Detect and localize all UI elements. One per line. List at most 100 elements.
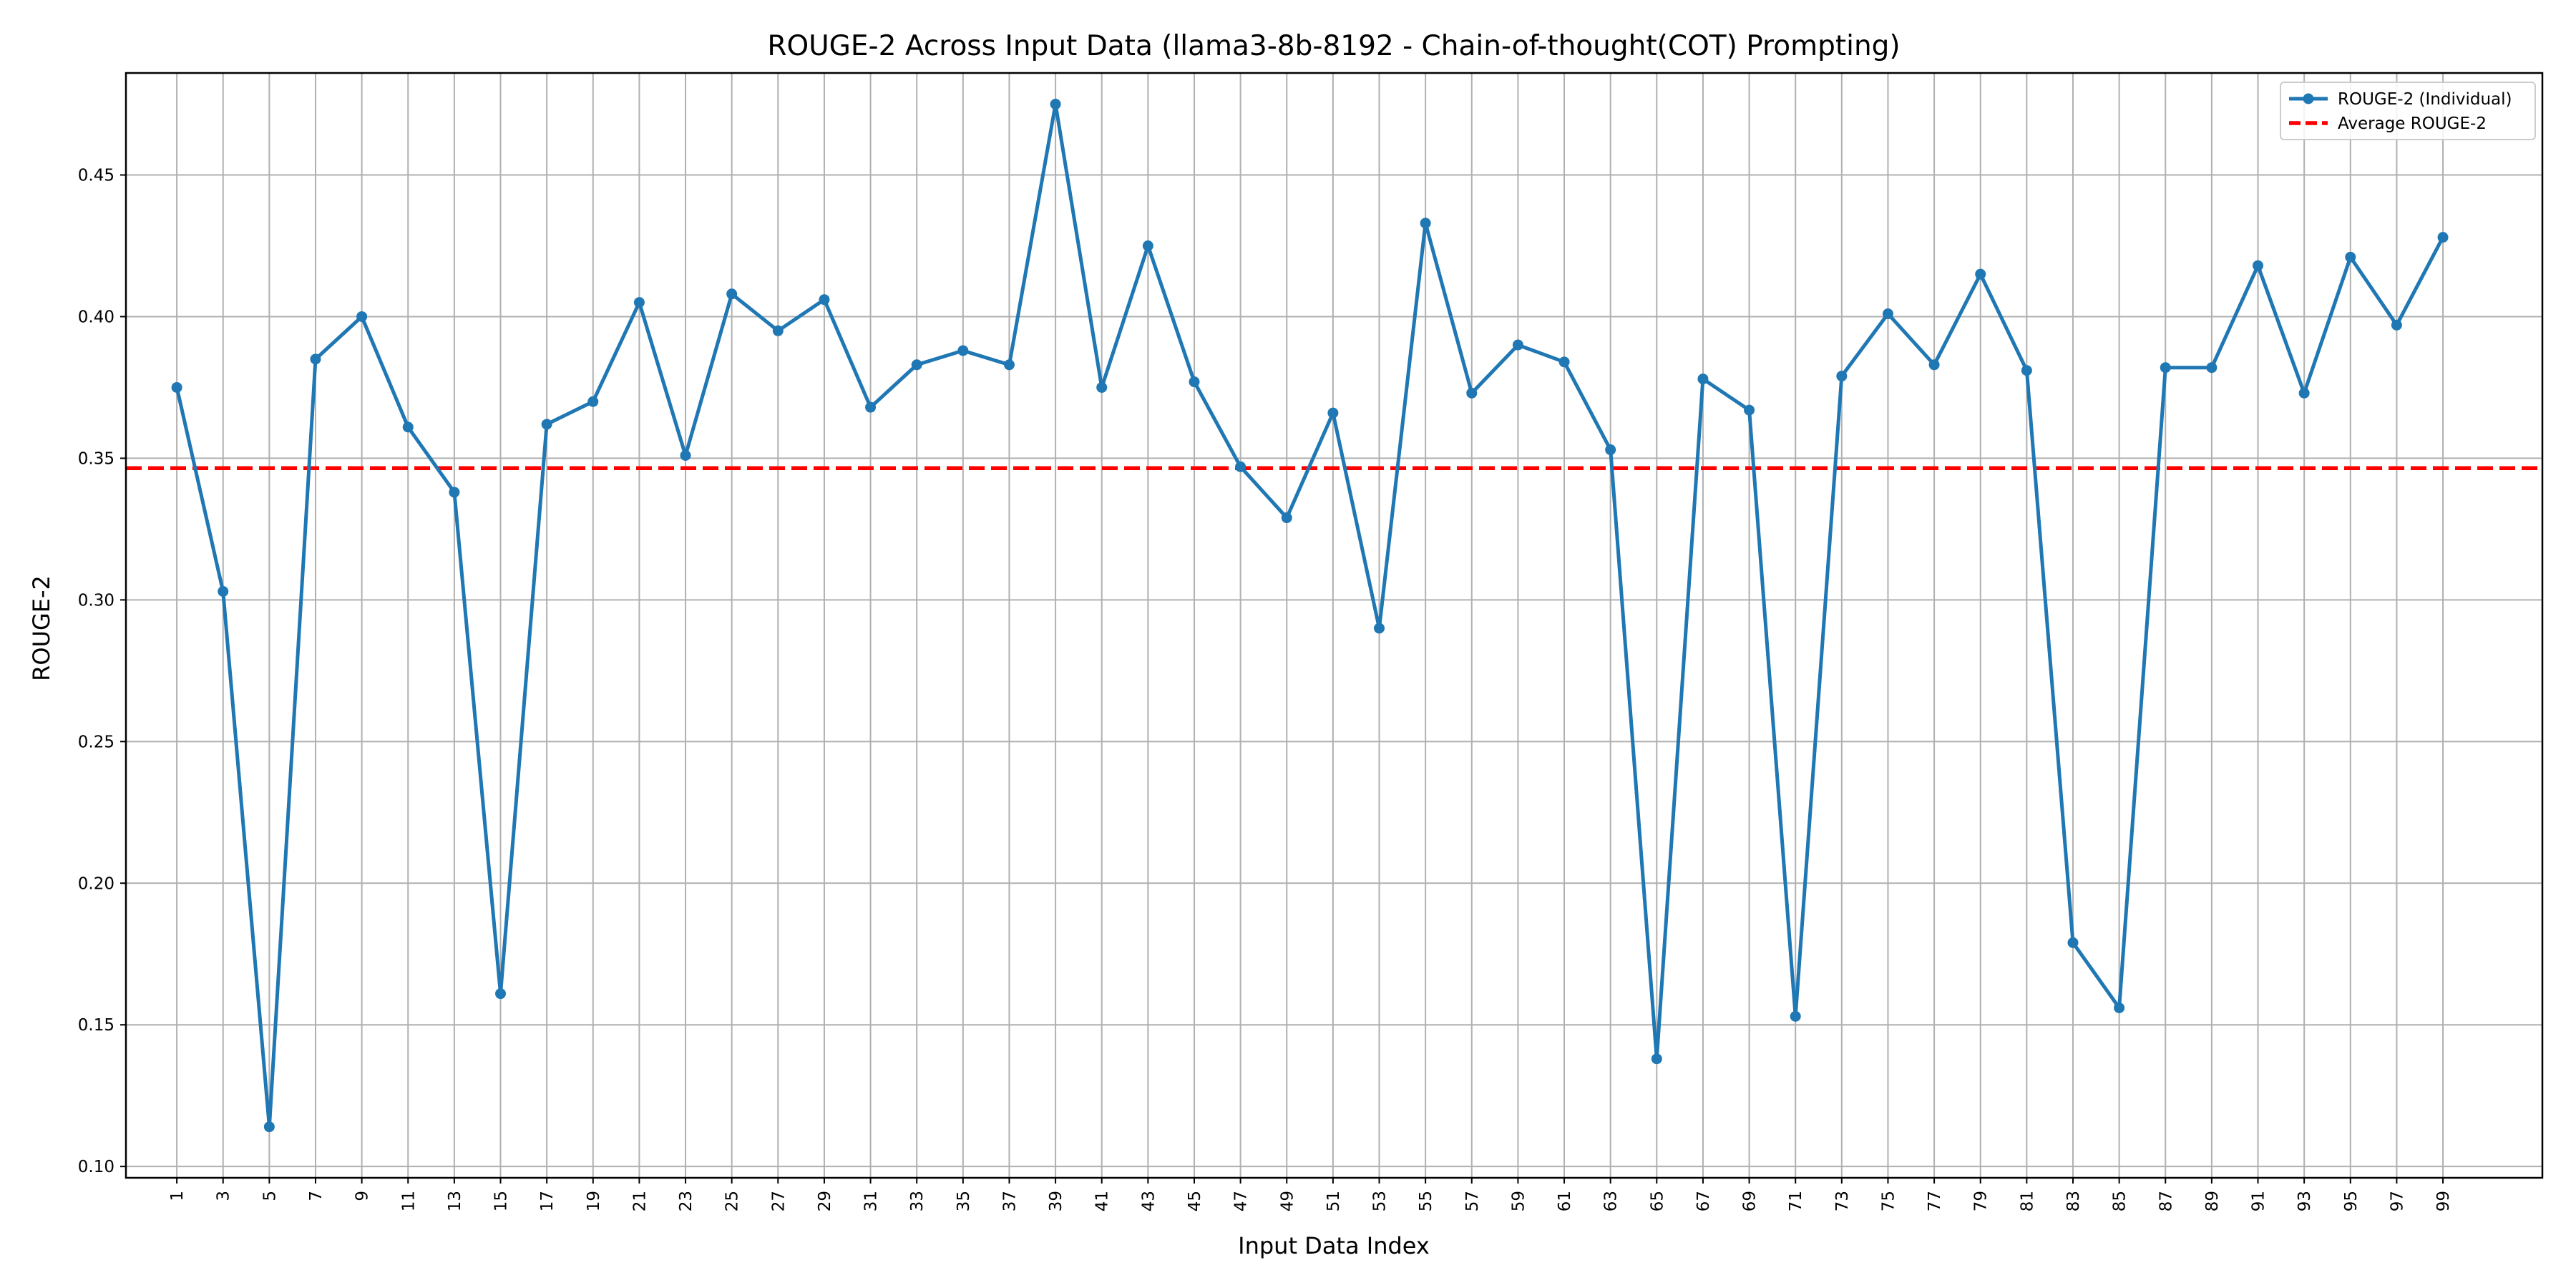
legend-box — [2280, 82, 2536, 140]
x-tick-label: 23 — [677, 1191, 696, 1211]
x-tick-label: 35 — [955, 1191, 973, 1211]
data-point — [2437, 232, 2449, 243]
y-tick-label: 0.30 — [78, 591, 114, 610]
y-tick-label: 0.15 — [78, 1016, 114, 1035]
data-point — [2391, 319, 2402, 331]
data-point — [1836, 371, 1848, 382]
x-tick-label: 1 — [168, 1191, 187, 1201]
x-tick-label: 21 — [630, 1191, 649, 1211]
legend-label-individual: ROUGE-2 (Individual) — [2338, 90, 2512, 109]
x-tick-label: 65 — [1648, 1191, 1667, 1211]
data-point — [1928, 359, 1940, 371]
data-point — [495, 988, 507, 1000]
data-point — [1050, 99, 1061, 110]
x-tick-label: 13 — [446, 1191, 464, 1211]
grid — [126, 73, 2542, 1178]
data-point — [1882, 308, 1893, 320]
data-point — [1420, 218, 1431, 229]
legend-label-average: Average ROUGE-2 — [2338, 114, 2487, 133]
data-point — [1790, 1010, 1801, 1022]
data-point — [1697, 374, 1709, 385]
x-tick-label: 7 — [307, 1191, 326, 1201]
series-line — [175, 102, 2445, 1129]
x-tick-label: 57 — [1463, 1191, 1482, 1211]
data-point — [819, 294, 830, 306]
x-tick-label: 27 — [769, 1191, 788, 1211]
tick-labels: 0.100.150.200.250.300.350.400.451 3 5 7 9 11 1… — [78, 167, 2453, 1212]
x-tick-label: 71 — [1787, 1191, 1805, 1211]
data-point — [2160, 362, 2171, 374]
x-axis-label: Input Data Index — [1238, 1232, 1430, 1259]
data-point — [1374, 623, 1385, 634]
data-point — [541, 419, 552, 430]
data-point — [2206, 362, 2218, 374]
x-tick-label: 19 — [585, 1191, 603, 1211]
x-tick-label: 67 — [1694, 1191, 1713, 1211]
x-tick-label: 25 — [723, 1191, 742, 1211]
data-point — [1512, 339, 1523, 351]
data-point — [726, 288, 738, 300]
x-tick-label: 11 — [399, 1191, 418, 1211]
legend-marker-individual — [2303, 93, 2314, 104]
x-tick-label: 17 — [538, 1191, 557, 1211]
data-point — [1744, 404, 1755, 416]
data-point — [2021, 365, 2032, 376]
x-tick-label: 31 — [862, 1191, 881, 1211]
y-tick-label: 0.45 — [78, 167, 114, 185]
x-tick-label: 53 — [1371, 1191, 1390, 1211]
x-tick-label: 97 — [2388, 1191, 2406, 1211]
y-tick-label: 0.25 — [78, 733, 114, 751]
x-tick-label: 83 — [2064, 1191, 2083, 1211]
data-point — [356, 311, 368, 322]
data-point — [1327, 407, 1339, 419]
x-tick-label: 77 — [1926, 1191, 1944, 1211]
x-tick-label: 95 — [2342, 1191, 2361, 1211]
x-tick-label: 29 — [816, 1191, 834, 1211]
x-tick-label: 3 — [215, 1191, 233, 1201]
data-point — [218, 585, 229, 597]
x-tick-label: 85 — [2111, 1191, 2129, 1211]
x-tick-label: 5 — [260, 1191, 279, 1201]
data-point — [587, 396, 599, 407]
x-tick-label: 93 — [2296, 1191, 2314, 1211]
data-point — [2067, 937, 2079, 948]
data-point — [911, 359, 922, 371]
data-point — [2253, 260, 2264, 271]
x-tick-label: 15 — [492, 1191, 511, 1211]
y-tick-label: 0.20 — [78, 874, 114, 893]
data-point — [1281, 512, 1292, 524]
data-point — [957, 345, 969, 356]
data-point — [1558, 356, 1570, 368]
x-tick-label: 73 — [1833, 1191, 1852, 1211]
x-tick-label: 45 — [1186, 1191, 1204, 1211]
x-tick-label: 43 — [1139, 1191, 1158, 1211]
data-point — [263, 1121, 275, 1133]
y-axis-label: ROUGE-2 — [28, 575, 55, 681]
y-tick-label: 0.10 — [78, 1158, 114, 1176]
y-tick-label: 0.35 — [78, 449, 114, 468]
x-tick-label: 75 — [1879, 1191, 1898, 1211]
data-point — [310, 353, 321, 365]
legend: ROUGE-2 (Individual) Average ROUGE-2 — [2280, 82, 2536, 140]
x-tick-label: 51 — [1324, 1191, 1343, 1211]
chart-title: ROUGE-2 Across Input Data (llama3-8b-819… — [767, 30, 1900, 62]
data-point — [772, 325, 784, 336]
x-tick-label: 9 — [353, 1191, 372, 1201]
data-point — [2298, 387, 2310, 399]
data-point — [402, 421, 414, 433]
data-point — [1975, 268, 1986, 280]
series-layer — [171, 99, 2449, 1133]
x-tick-label: 87 — [2157, 1191, 2175, 1211]
data-point — [633, 297, 645, 308]
data-point — [1142, 240, 1153, 251]
x-tick-label: 49 — [1278, 1191, 1297, 1211]
data-point — [1605, 444, 1616, 456]
x-tick-label: 61 — [1556, 1191, 1574, 1211]
x-tick-label: 81 — [2018, 1191, 2036, 1211]
x-tick-label: 37 — [1000, 1191, 1019, 1211]
data-point — [1003, 359, 1015, 371]
x-tick-label: 33 — [908, 1191, 927, 1211]
x-tick-label: 63 — [1602, 1191, 1621, 1211]
